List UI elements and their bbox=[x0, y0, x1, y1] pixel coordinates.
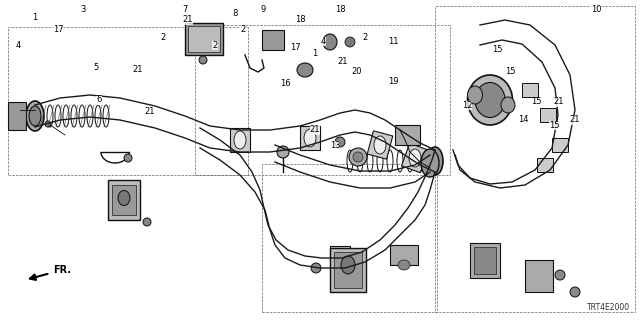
Bar bbox=[108, 180, 140, 220]
Bar bbox=[300, 126, 320, 150]
Text: 17: 17 bbox=[290, 44, 300, 52]
Bar bbox=[262, 30, 284, 50]
Text: 4: 4 bbox=[15, 41, 20, 50]
Text: 21: 21 bbox=[145, 108, 156, 116]
Text: 18: 18 bbox=[294, 15, 305, 25]
Bar bbox=[330, 248, 366, 292]
Ellipse shape bbox=[234, 131, 246, 149]
Text: 21: 21 bbox=[310, 125, 320, 134]
Bar bbox=[552, 138, 568, 152]
Circle shape bbox=[335, 137, 345, 147]
Text: FR.: FR. bbox=[30, 265, 71, 280]
Text: 11: 11 bbox=[388, 37, 398, 46]
Bar bbox=[185, 23, 223, 55]
Bar bbox=[470, 243, 500, 278]
Bar bbox=[395, 125, 420, 145]
Ellipse shape bbox=[26, 101, 44, 131]
Circle shape bbox=[570, 287, 580, 297]
Circle shape bbox=[345, 37, 355, 47]
Ellipse shape bbox=[475, 83, 505, 117]
Bar bbox=[230, 128, 250, 152]
Text: 14: 14 bbox=[518, 116, 528, 124]
Text: 4: 4 bbox=[321, 36, 326, 45]
Text: 16: 16 bbox=[280, 79, 291, 89]
Text: 12: 12 bbox=[461, 100, 472, 109]
Bar bbox=[401, 143, 429, 173]
Circle shape bbox=[124, 154, 132, 162]
Bar bbox=[195, 25, 450, 175]
Bar bbox=[330, 246, 350, 270]
Text: 19: 19 bbox=[388, 77, 398, 86]
Text: 15: 15 bbox=[531, 98, 541, 107]
Text: 15: 15 bbox=[492, 45, 502, 54]
Circle shape bbox=[349, 148, 367, 166]
Circle shape bbox=[353, 152, 363, 162]
Ellipse shape bbox=[341, 256, 355, 274]
Bar bbox=[334, 252, 362, 288]
Bar bbox=[188, 26, 220, 52]
Circle shape bbox=[45, 121, 51, 127]
Text: 20: 20 bbox=[352, 68, 362, 76]
Bar bbox=[522, 83, 538, 97]
Text: 2: 2 bbox=[212, 41, 218, 50]
Text: 1: 1 bbox=[312, 49, 317, 58]
Bar bbox=[537, 158, 553, 172]
Text: 8: 8 bbox=[232, 9, 237, 18]
Text: 2: 2 bbox=[362, 34, 367, 43]
Text: 15: 15 bbox=[548, 121, 559, 130]
Bar bbox=[112, 185, 136, 215]
Ellipse shape bbox=[334, 249, 346, 267]
Circle shape bbox=[199, 56, 207, 64]
Text: 21: 21 bbox=[554, 98, 564, 107]
Circle shape bbox=[311, 263, 321, 273]
Bar bbox=[8, 102, 26, 130]
Bar bbox=[8, 27, 248, 175]
Ellipse shape bbox=[421, 149, 439, 177]
Text: 3: 3 bbox=[80, 5, 86, 14]
Ellipse shape bbox=[409, 149, 421, 167]
Bar bbox=[367, 131, 393, 159]
Bar bbox=[474, 247, 496, 274]
Text: 13: 13 bbox=[330, 140, 340, 149]
Circle shape bbox=[277, 146, 289, 158]
Text: 15: 15 bbox=[505, 68, 515, 76]
Text: 2: 2 bbox=[241, 26, 246, 35]
Text: 6: 6 bbox=[96, 95, 102, 105]
Ellipse shape bbox=[501, 97, 515, 113]
Text: 2: 2 bbox=[161, 34, 166, 43]
Ellipse shape bbox=[118, 190, 130, 205]
Circle shape bbox=[555, 270, 565, 280]
Ellipse shape bbox=[398, 260, 410, 270]
Bar bbox=[540, 108, 556, 122]
Text: 21: 21 bbox=[570, 116, 580, 124]
Bar bbox=[435, 6, 635, 312]
Ellipse shape bbox=[323, 34, 337, 50]
Bar bbox=[390, 245, 418, 265]
Circle shape bbox=[143, 218, 151, 226]
Bar bbox=[262, 164, 437, 312]
Text: 9: 9 bbox=[260, 4, 266, 13]
Bar bbox=[525, 260, 553, 292]
Text: 21: 21 bbox=[132, 66, 143, 75]
Circle shape bbox=[16, 106, 24, 114]
Ellipse shape bbox=[427, 147, 443, 175]
Text: TRT4E2000: TRT4E2000 bbox=[587, 303, 630, 312]
Ellipse shape bbox=[374, 136, 386, 154]
Text: 1: 1 bbox=[33, 12, 38, 21]
Text: 10: 10 bbox=[591, 5, 601, 14]
Text: 18: 18 bbox=[335, 4, 346, 13]
Ellipse shape bbox=[467, 86, 483, 104]
Text: 5: 5 bbox=[93, 63, 99, 73]
Text: 21: 21 bbox=[183, 15, 193, 25]
Ellipse shape bbox=[29, 106, 41, 126]
Text: 7: 7 bbox=[182, 4, 188, 13]
Ellipse shape bbox=[467, 75, 513, 125]
Ellipse shape bbox=[304, 129, 316, 147]
Ellipse shape bbox=[297, 63, 313, 77]
Text: 17: 17 bbox=[52, 26, 63, 35]
Text: 21: 21 bbox=[338, 58, 348, 67]
